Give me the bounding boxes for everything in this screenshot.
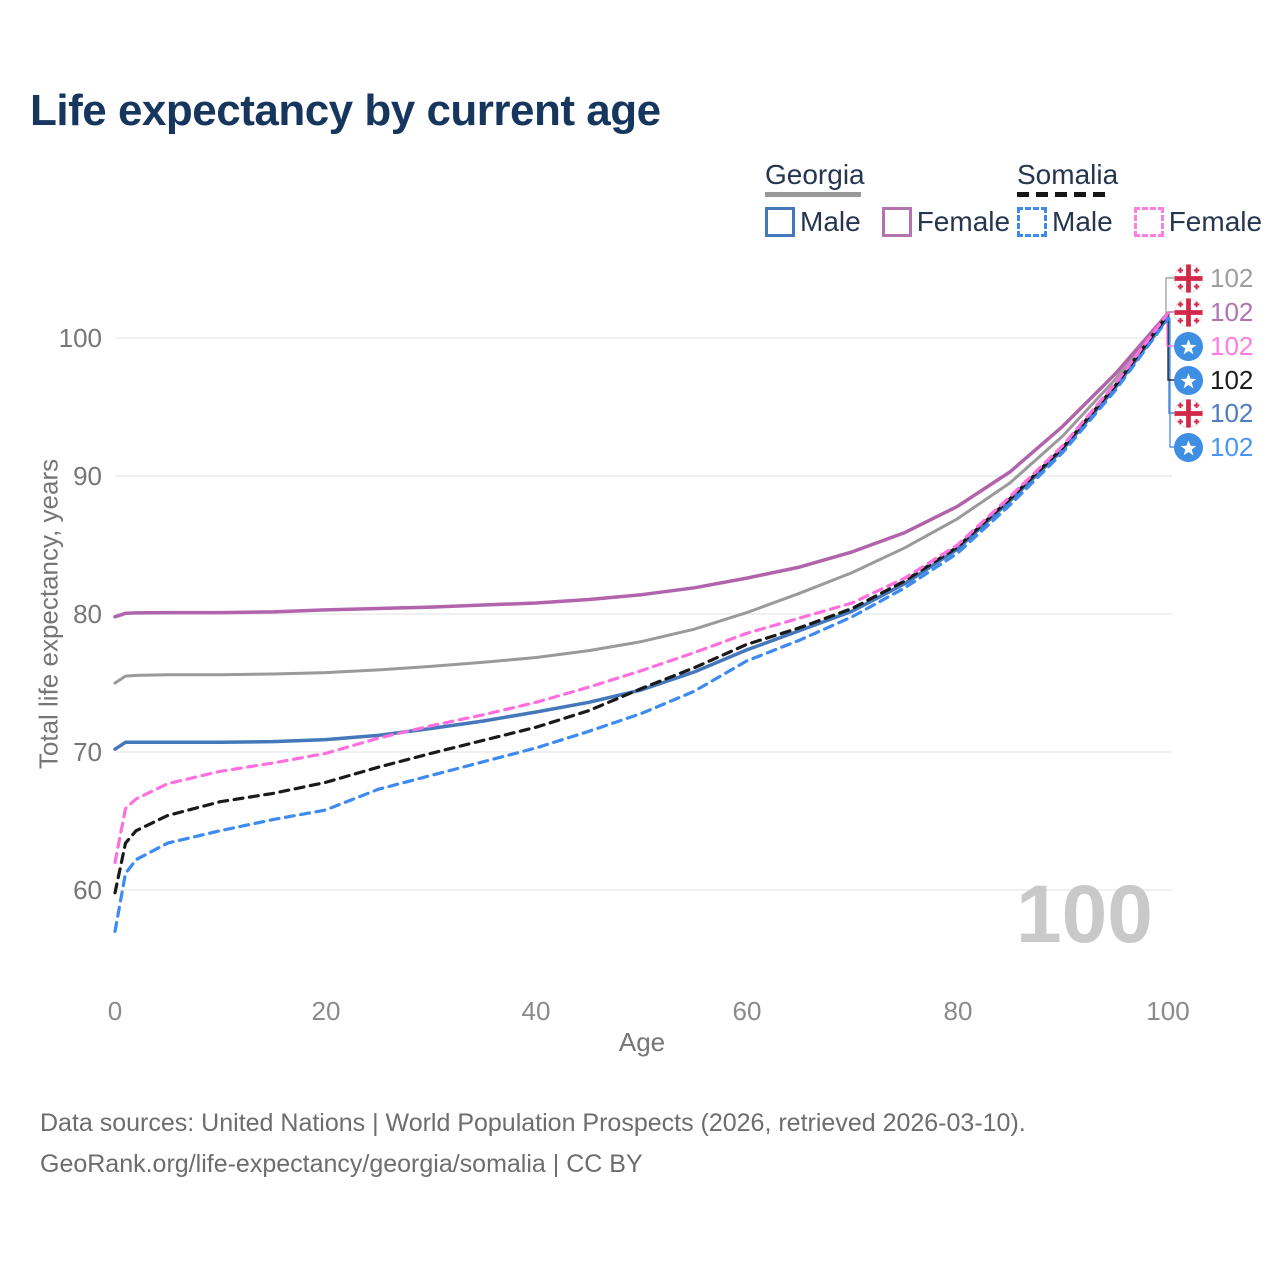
georgia-male-checkbox[interactable] (765, 207, 795, 237)
y-tick-60: 60 (73, 875, 102, 905)
y-tick-70: 70 (73, 737, 102, 767)
georgia-flag-icon (1174, 263, 1203, 293)
georgia-flag-icon (1174, 398, 1203, 428)
legend-item-somalia-male[interactable]: Male (1017, 206, 1113, 238)
legend-group-somalia: Somalia Male Female (1017, 160, 1280, 238)
georgia-flag-icon (1174, 297, 1203, 327)
somalia-flag-icon (1174, 432, 1203, 462)
legend-title-georgia: Georgia (765, 159, 865, 190)
legend-item-somalia-female[interactable]: Female (1133, 206, 1263, 238)
y-tick-100: 100 (58, 323, 102, 353)
end-value: 102 (1210, 331, 1254, 361)
x-tick-100: 100 (1146, 996, 1190, 1026)
x-axis-title: Age (618, 1027, 666, 1057)
attribution-line: GeoRank.org/life-expectancy/georgia/soma… (40, 1150, 643, 1178)
georgia-female-label: Female (916, 206, 1011, 237)
y-tick-90: 90 (73, 461, 102, 491)
x-tick-80: 80 (943, 996, 973, 1026)
somalia-female-checkbox[interactable] (1133, 207, 1164, 237)
end-label-georgia-male: 102 (1174, 398, 1253, 428)
legend-group-georgia: Georgia Male Female (765, 160, 1031, 238)
x-tick-0: 0 (107, 996, 123, 1026)
series-line-georgia_total (113, 313, 1170, 685)
series-line-georgia_male (113, 315, 1170, 751)
end-value: 102 (1210, 398, 1254, 428)
somalia-male-label: Male (1052, 206, 1113, 237)
series-line-somalia_female (113, 311, 1170, 865)
georgia-male-label: Male (800, 206, 861, 237)
x-tick-20: 20 (311, 996, 341, 1026)
series-line-somalia_total (113, 312, 1170, 895)
page-title: Life expectancy by current age (30, 86, 661, 135)
somalia-flag-icon (1174, 331, 1203, 361)
legend-item-georgia-male[interactable]: Male (765, 206, 861, 238)
end-value: 102 (1210, 365, 1254, 395)
georgia-female-checkbox[interactable] (881, 207, 912, 237)
data-source-line: Data sources: United Nations | World Pop… (40, 1109, 1026, 1137)
end-label-somalia-male: 102 (1174, 432, 1253, 462)
end-label-somalia-total: 102 (1174, 365, 1253, 395)
footer: Data sources: United Nations | World Pop… (40, 1103, 1026, 1185)
legend-title-somalia: Somalia (1017, 159, 1119, 190)
somalia-flag-icon (1174, 365, 1203, 395)
end-label-georgia-total: 102 (1174, 263, 1253, 293)
label-connector-somalia_total (1167, 314, 1176, 381)
series-line-georgia_female (113, 311, 1170, 619)
legend-item-georgia-female[interactable]: Female (881, 206, 1011, 238)
end-label-somalia-female: 102 (1174, 331, 1253, 361)
end-value: 102 (1210, 263, 1254, 293)
watermark-age-indicator: 100 (1016, 869, 1153, 960)
end-value: 102 (1210, 297, 1254, 327)
x-tick-60: 60 (732, 996, 762, 1026)
y-axis-title: Total life expectancy, years (33, 458, 64, 770)
series-line-somalia_male (113, 317, 1170, 934)
somalia-male-checkbox[interactable] (1017, 207, 1047, 237)
x-tick-40: 40 (521, 996, 551, 1026)
somalia-line-style-swatch (1017, 192, 1111, 197)
end-label-georgia-female: 102 (1174, 297, 1253, 327)
georgia-line-style-swatch (765, 192, 861, 197)
y-tick-80: 80 (73, 599, 102, 629)
end-value: 102 (1210, 432, 1254, 462)
somalia-female-label: Female (1168, 206, 1263, 237)
